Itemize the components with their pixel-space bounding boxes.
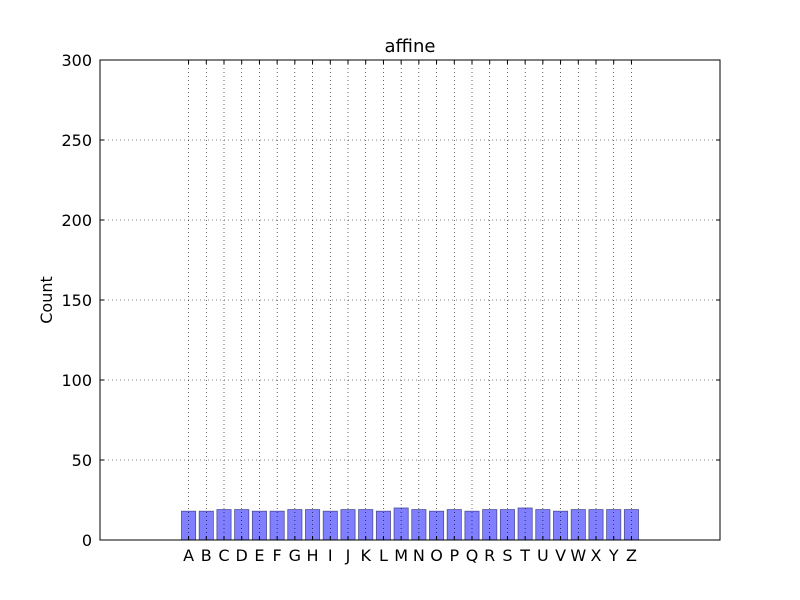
y-tick-label: 300 bbox=[61, 51, 92, 70]
y-tick-label: 200 bbox=[61, 211, 92, 230]
bar-Q bbox=[464, 510, 480, 541]
bar-I bbox=[322, 510, 338, 541]
bar-E bbox=[251, 510, 267, 541]
x-tick-label: P bbox=[449, 546, 459, 565]
y-tick-label: 250 bbox=[61, 131, 92, 150]
x-tick-label: M bbox=[394, 546, 408, 565]
x-tick-label: C bbox=[218, 546, 229, 565]
x-tick-label: A bbox=[183, 546, 194, 565]
x-tick-label: J bbox=[345, 546, 351, 565]
x-tick-label: U bbox=[537, 546, 549, 565]
bar-L bbox=[375, 510, 391, 541]
x-tick-label: K bbox=[360, 546, 371, 565]
x-tick-label: N bbox=[413, 546, 425, 565]
y-tick-label: 150 bbox=[61, 291, 92, 310]
x-tick-label: Q bbox=[466, 546, 479, 565]
y-ticks: 0 50 100 150 200 250 300 bbox=[61, 51, 720, 550]
x-tick-label: V bbox=[555, 546, 566, 565]
chart-title: affine bbox=[385, 36, 436, 57]
y-axis-label: Count bbox=[37, 276, 56, 324]
x-tick-label: S bbox=[502, 546, 512, 565]
bar-V bbox=[553, 510, 569, 541]
bar-A bbox=[181, 510, 197, 541]
x-tick-label: W bbox=[570, 546, 586, 565]
plot-frame bbox=[99, 59, 721, 541]
x-tick-label: F bbox=[273, 546, 282, 565]
vertical-grid-lines bbox=[188, 60, 632, 540]
x-tick-label: Y bbox=[608, 546, 619, 565]
x-tick-label: Z bbox=[626, 546, 637, 565]
x-tick-label: R bbox=[484, 546, 495, 565]
y-tick-label: 100 bbox=[61, 371, 92, 390]
bar-F bbox=[269, 510, 285, 541]
y-tick-label: 50 bbox=[72, 451, 92, 470]
x-tick-label: T bbox=[519, 546, 530, 565]
x-tick-label: O bbox=[430, 546, 443, 565]
bar-B bbox=[198, 510, 214, 541]
x-tick-label: H bbox=[307, 546, 319, 565]
y-tick-label: 0 bbox=[82, 531, 92, 550]
x-tick-label: L bbox=[379, 546, 388, 565]
x-tick-label: D bbox=[236, 546, 248, 565]
x-tick-label: G bbox=[289, 546, 301, 565]
x-tick-label: E bbox=[254, 546, 264, 565]
grid-lines bbox=[100, 139, 720, 461]
x-tick-label: X bbox=[591, 546, 602, 565]
x-tick-label: I bbox=[328, 546, 333, 565]
bar-O bbox=[429, 510, 445, 541]
x-tick-label: B bbox=[201, 546, 212, 565]
